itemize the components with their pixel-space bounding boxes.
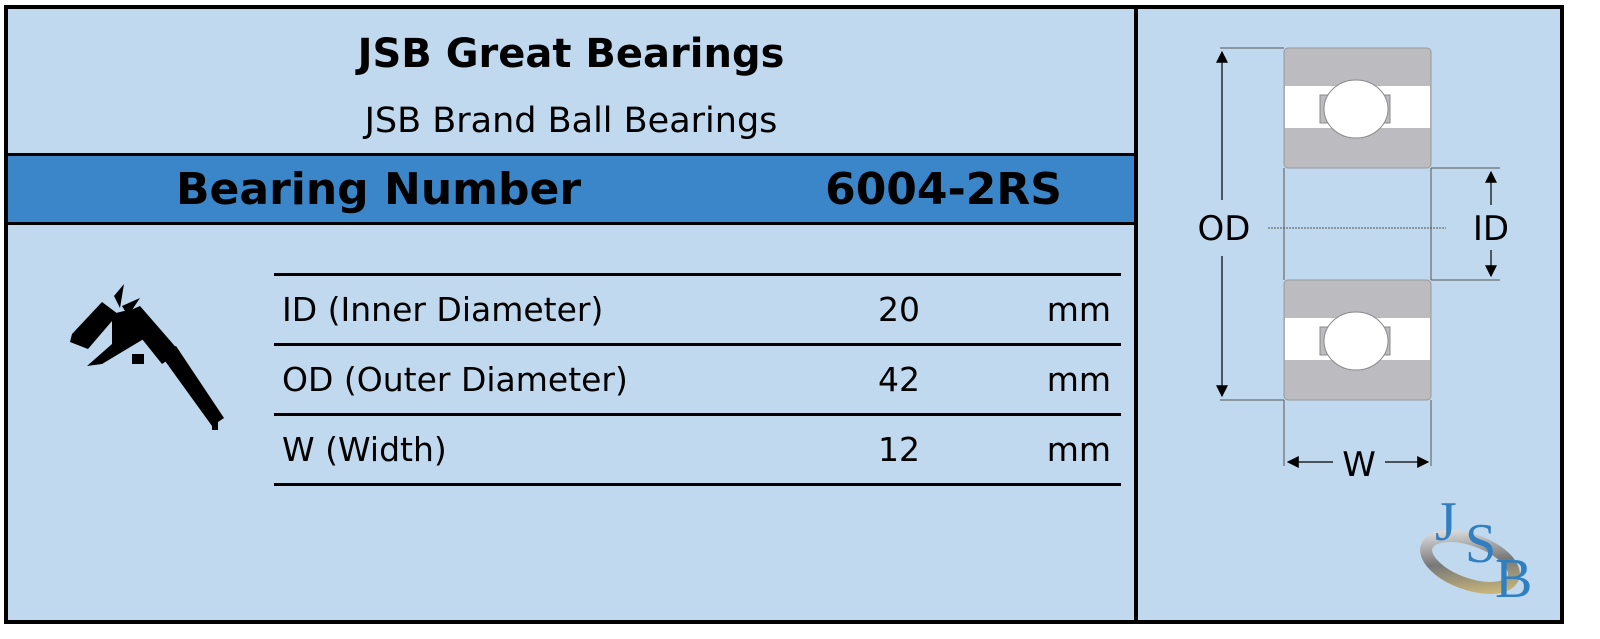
svg-text:S: S <box>1465 513 1496 575</box>
jsb-logo: J S B <box>1420 491 1532 610</box>
id-label: ID <box>1473 209 1509 249</box>
spec-unit: mm <box>1046 360 1111 399</box>
spec-value: 42 <box>878 360 920 399</box>
bearing-top-section <box>1283 47 1432 169</box>
table-row: ID (Inner Diameter) 20 mm <box>274 273 1121 343</box>
spec-unit: mm <box>1046 290 1111 329</box>
table-row: W (Width) 12 mm <box>274 413 1121 486</box>
dimension-arrows <box>1216 50 1497 468</box>
spec-label: W (Width) <box>282 430 447 469</box>
spec-value: 20 <box>878 290 920 329</box>
spec-label: ID (Inner Diameter) <box>282 290 604 329</box>
svg-text:B: B <box>1495 548 1532 610</box>
svg-text:J: J <box>1435 491 1457 553</box>
od-label: OD <box>1198 209 1251 249</box>
spec-table: ID (Inner Diameter) 20 mm OD (Outer Diam… <box>274 273 1121 486</box>
bearing-number-value: 6004-2RS <box>825 164 1062 215</box>
spec-value: 12 <box>878 430 920 469</box>
brand-title: JSB Great Bearings <box>357 31 785 77</box>
w-label: W <box>1342 445 1376 485</box>
bearing-number-label: Bearing Number <box>176 164 582 215</box>
bearing-bottom-section <box>1283 279 1432 401</box>
caliper-icon <box>70 284 224 430</box>
spec-label: OD (Outer Diameter) <box>282 360 628 399</box>
panel-divider <box>1134 9 1138 620</box>
brand-subtitle: JSB Brand Ball Bearings <box>364 101 778 141</box>
spec-unit: mm <box>1046 430 1111 469</box>
bearing-number-bar: Bearing Number 6004-2RS <box>8 153 1134 225</box>
table-row: OD (Outer Diameter) 42 mm <box>274 343 1121 413</box>
